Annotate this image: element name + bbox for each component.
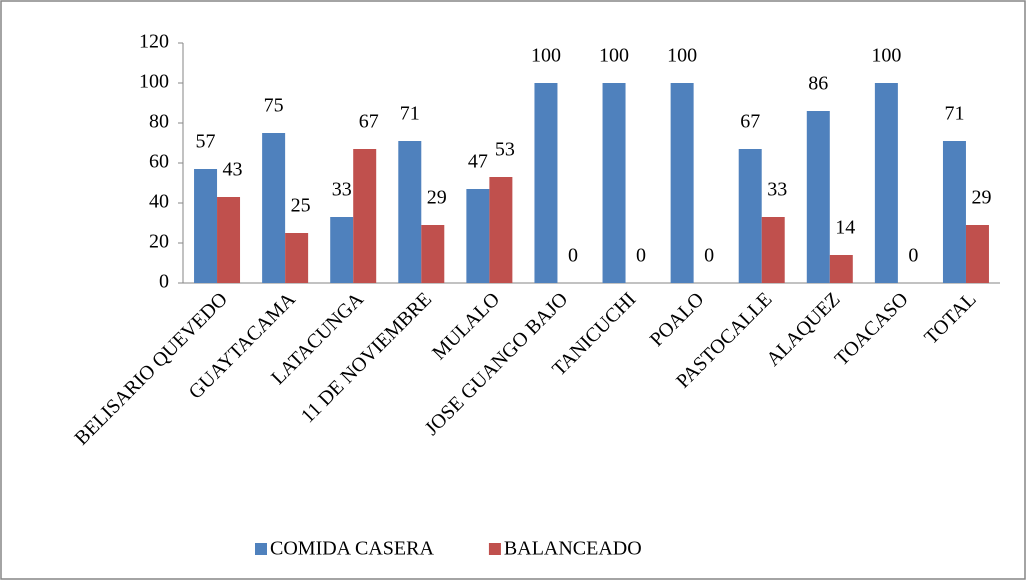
bar [602,83,626,283]
bar [874,83,898,283]
bar [738,149,762,283]
data-label: 53 [495,139,515,161]
data-label: 47 [468,151,488,173]
y-tick-label: 60 [149,151,169,173]
data-label: 100 [531,45,561,67]
bar [942,141,966,283]
bar [421,225,445,283]
data-label: 67 [740,111,760,133]
bar [194,169,218,283]
bar [466,189,490,283]
bar [353,149,377,283]
data-label: 0 [636,245,646,267]
bar [489,177,513,283]
bar [398,141,422,283]
bar [806,111,830,283]
legend-label: COMIDA CASERA [270,538,434,560]
y-tick-label: 100 [139,71,169,93]
legend-swatch [255,543,267,555]
data-label: 0 [568,245,578,267]
bar [262,133,286,283]
y-tick-label: 120 [139,31,169,53]
data-label: 71 [944,103,964,125]
data-label: 100 [599,45,629,67]
data-label: 57 [196,131,216,153]
data-label: 0 [704,245,714,267]
bar [534,83,558,283]
y-tick-label: 0 [159,271,169,293]
data-label: 25 [291,195,311,217]
data-label: 100 [667,45,697,67]
bar [965,225,989,283]
bar [330,217,354,283]
data-label: 86 [808,73,828,95]
bar [761,217,785,283]
legend-swatch [488,543,501,555]
data-label: 43 [223,159,243,181]
bar [285,233,309,283]
y-tick-label: 20 [149,231,169,253]
data-label: 29 [427,187,447,209]
data-label: 100 [871,45,901,67]
y-tick-label: 80 [149,111,169,133]
data-label: 0 [908,245,918,267]
data-label: 67 [359,111,379,133]
bar [670,83,694,283]
data-label: 33 [332,179,352,201]
data-label: 14 [835,217,855,239]
bar [829,255,853,283]
data-label: 29 [971,187,991,209]
data-label: 33 [767,179,787,201]
bar [217,197,241,283]
y-tick-label: 40 [149,191,169,213]
legend-label: BALANCEADO [504,538,642,560]
data-label: 75 [264,95,284,117]
data-label: 71 [400,103,420,125]
